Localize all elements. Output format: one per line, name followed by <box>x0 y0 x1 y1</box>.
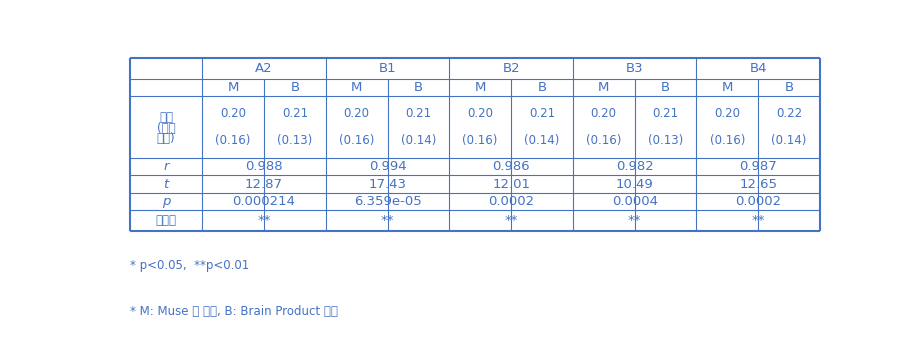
Text: (0.16): (0.16) <box>462 134 497 147</box>
Text: (0.13): (0.13) <box>648 134 683 147</box>
Text: B: B <box>290 81 299 94</box>
Text: 12.87: 12.87 <box>245 177 283 191</box>
Text: B: B <box>414 81 423 94</box>
Text: 0.22: 0.22 <box>776 107 802 120</box>
Text: 0.994: 0.994 <box>368 160 406 173</box>
Text: **: ** <box>504 214 518 227</box>
Text: B2: B2 <box>502 62 520 75</box>
Text: **: ** <box>381 214 394 227</box>
Text: 0.20: 0.20 <box>591 107 617 120</box>
Text: 17.43: 17.43 <box>368 177 406 191</box>
Text: 6.359e-05: 6.359e-05 <box>354 195 422 208</box>
Text: 0.986: 0.986 <box>492 160 530 173</box>
Text: M: M <box>722 81 733 94</box>
Text: **: ** <box>258 214 270 227</box>
Text: 0.988: 0.988 <box>246 160 282 173</box>
Text: 12.01: 12.01 <box>492 177 530 191</box>
Text: 0.21: 0.21 <box>282 107 308 120</box>
Text: 0.21: 0.21 <box>529 107 555 120</box>
Text: M: M <box>227 81 239 94</box>
Text: 0.0002: 0.0002 <box>735 195 781 208</box>
Text: B: B <box>661 81 670 94</box>
Text: **: ** <box>628 214 641 227</box>
Text: 0.982: 0.982 <box>616 160 653 173</box>
Text: 편차): 편차) <box>157 132 175 145</box>
Text: (0.16): (0.16) <box>339 134 375 147</box>
Text: M: M <box>474 81 485 94</box>
Text: 0.20: 0.20 <box>220 107 246 120</box>
Text: 12.65: 12.65 <box>739 177 777 191</box>
Text: (표준: (표준 <box>157 121 175 134</box>
Text: * p<0.05,  **p<0.01: * p<0.05, **p<0.01 <box>129 259 249 272</box>
Text: B1: B1 <box>378 62 396 75</box>
Text: M: M <box>351 81 363 94</box>
Text: (0.16): (0.16) <box>215 134 251 147</box>
Text: 0.000214: 0.000214 <box>233 195 295 208</box>
Text: 0.21: 0.21 <box>653 107 678 120</box>
Text: **: ** <box>751 214 765 227</box>
Text: * M: Muse 사 장비, B: Brain Product 장비: * M: Muse 사 장비, B: Brain Product 장비 <box>129 305 338 318</box>
Text: 0.21: 0.21 <box>405 107 431 120</box>
Text: p: p <box>162 195 170 208</box>
Text: B: B <box>537 81 546 94</box>
Text: t: t <box>163 177 169 191</box>
Text: (0.14): (0.14) <box>524 134 559 147</box>
Text: 0.0002: 0.0002 <box>488 195 534 208</box>
Text: A2: A2 <box>255 62 273 75</box>
Text: B4: B4 <box>749 62 767 75</box>
Text: 10.49: 10.49 <box>616 177 653 191</box>
Text: (0.14): (0.14) <box>401 134 436 147</box>
Text: M: M <box>598 81 609 94</box>
Text: B3: B3 <box>626 62 643 75</box>
Text: (0.13): (0.13) <box>277 134 313 147</box>
Text: 0.20: 0.20 <box>714 107 740 120</box>
Text: B: B <box>785 81 794 94</box>
Text: 평균: 평균 <box>159 111 173 124</box>
Text: 0.20: 0.20 <box>467 107 493 120</box>
Text: 0.0004: 0.0004 <box>612 195 657 208</box>
Text: (0.16): (0.16) <box>586 134 621 147</box>
Text: (0.16): (0.16) <box>710 134 745 147</box>
Text: 0.20: 0.20 <box>343 107 369 120</box>
Text: r: r <box>163 160 169 173</box>
Text: 유의도: 유의도 <box>155 214 176 227</box>
Text: (0.14): (0.14) <box>772 134 807 147</box>
Text: 0.987: 0.987 <box>739 160 777 173</box>
